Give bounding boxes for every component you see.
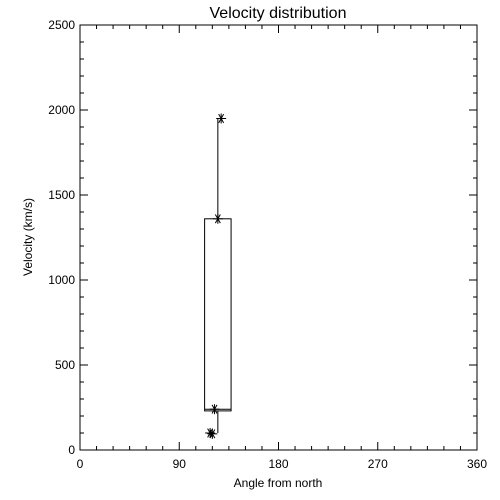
- chart-title: Velocity distribution: [210, 5, 347, 22]
- data-point-marker: [212, 213, 223, 224]
- box-plot: [204, 118, 232, 433]
- y-tick-label: 500: [55, 358, 75, 372]
- y-tick-label: 2500: [48, 18, 75, 32]
- box-body: [204, 218, 232, 412]
- y-tick-label: 1000: [48, 273, 75, 287]
- y-tick-label: 1500: [48, 188, 75, 202]
- plot-frame: [79, 24, 478, 451]
- x-tick-label: 360: [467, 457, 487, 471]
- x-axis-label: Angle from north: [234, 476, 323, 490]
- y-axis-label: Velocity (km/s): [21, 198, 35, 276]
- data-point-marker: [209, 404, 220, 415]
- axis-ticks: [79, 24, 478, 451]
- x-tick-label: 180: [268, 457, 288, 471]
- data-points: [205, 113, 227, 439]
- y-tick-label: 0: [68, 443, 75, 457]
- axis-tick-labels: 0 90 180 270 360 0 500 1000 1500 2000 2500: [48, 18, 487, 471]
- data-point-marker: [216, 113, 227, 124]
- data-point-marker: [207, 428, 218, 439]
- y-tick-label: 2000: [48, 103, 75, 117]
- x-tick-label: 90: [173, 457, 187, 471]
- x-tick-label: 270: [368, 457, 388, 471]
- x-tick-label: 0: [77, 457, 84, 471]
